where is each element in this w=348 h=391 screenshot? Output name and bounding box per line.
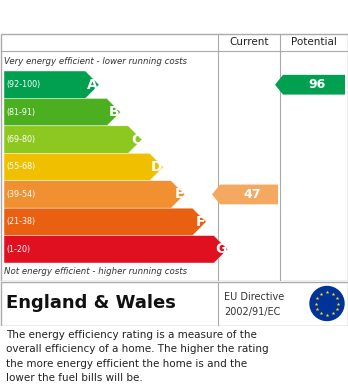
Text: 96: 96 [308, 78, 326, 91]
Polygon shape [212, 185, 278, 204]
Text: Not energy efficient - higher running costs: Not energy efficient - higher running co… [4, 267, 187, 276]
Text: F: F [196, 215, 205, 229]
Text: E: E [174, 187, 184, 201]
Polygon shape [4, 71, 99, 99]
Polygon shape [4, 99, 120, 126]
Text: 2002/91/EC: 2002/91/EC [224, 307, 280, 317]
Text: England & Wales: England & Wales [6, 294, 176, 312]
Text: Potential: Potential [291, 37, 337, 47]
Text: (39-54): (39-54) [6, 190, 35, 199]
Circle shape [310, 287, 344, 321]
Text: The energy efficiency rating is a measure of the
overall efficiency of a home. T: The energy efficiency rating is a measur… [6, 330, 269, 383]
Text: (1-20): (1-20) [6, 245, 30, 254]
Text: G: G [215, 242, 227, 256]
Text: B: B [109, 105, 120, 119]
Text: Energy Efficiency Rating: Energy Efficiency Rating [10, 7, 239, 25]
Text: (21-38): (21-38) [6, 217, 35, 226]
Polygon shape [4, 126, 142, 153]
Text: Current: Current [229, 37, 269, 47]
Text: A: A [87, 78, 98, 92]
Polygon shape [4, 153, 164, 181]
Text: (55-68): (55-68) [6, 163, 35, 172]
Polygon shape [4, 208, 206, 235]
Text: C: C [131, 133, 141, 147]
Text: (92-100): (92-100) [6, 80, 40, 89]
Polygon shape [4, 181, 185, 208]
Text: (81-91): (81-91) [6, 108, 35, 117]
Text: (69-80): (69-80) [6, 135, 35, 144]
Text: 47: 47 [243, 188, 261, 201]
Polygon shape [4, 235, 228, 263]
Polygon shape [275, 75, 345, 95]
Text: Very energy efficient - lower running costs: Very energy efficient - lower running co… [4, 57, 187, 66]
Text: D: D [151, 160, 163, 174]
Text: EU Directive: EU Directive [224, 292, 284, 302]
